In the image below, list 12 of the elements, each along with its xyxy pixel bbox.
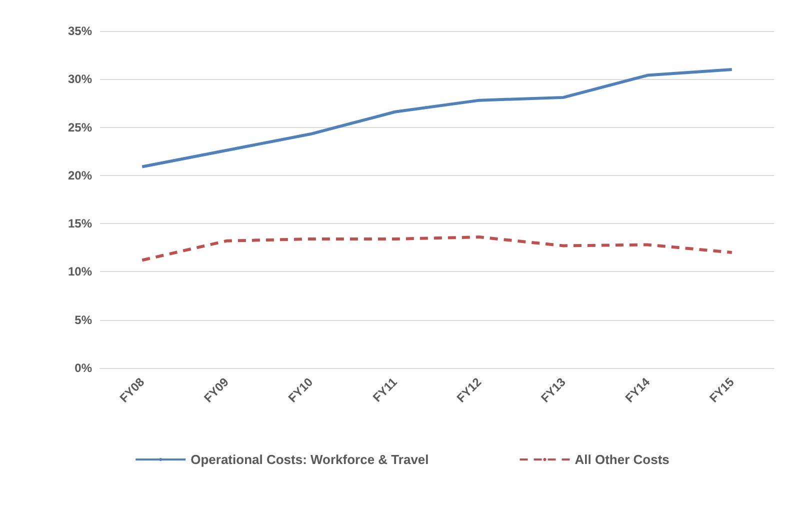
y-tick-label: 15% — [68, 216, 92, 231]
legend-label: All Other Costs — [574, 452, 670, 467]
legend-label: Operational Costs: Workforce & Travel — [190, 452, 429, 467]
y-tick-label: 25% — [68, 120, 92, 134]
y-tick-label: 10% — [68, 264, 92, 279]
y-tick-label: 20% — [68, 168, 92, 182]
y-tick-label: 35% — [68, 24, 92, 38]
line-series — [140, 236, 734, 262]
y-tick-label: 0% — [74, 361, 92, 375]
line-series — [140, 68, 734, 168]
y-tick-label: 5% — [74, 312, 92, 327]
y-tick-label: 30% — [68, 72, 92, 86]
